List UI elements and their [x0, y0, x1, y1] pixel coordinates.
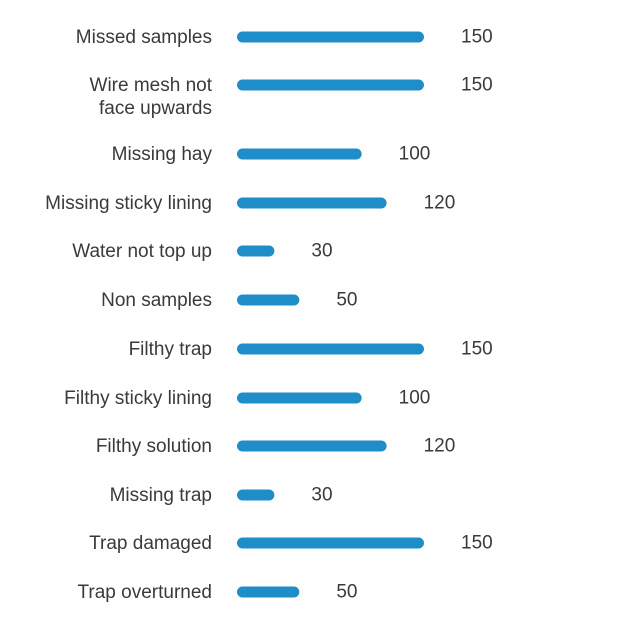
category-label-line: Missed samples: [76, 27, 212, 48]
value-label: 30: [311, 241, 332, 262]
bar: [237, 148, 362, 160]
value-label: 150: [461, 533, 493, 554]
category-label: Non samples: [101, 290, 212, 311]
value-label: 50: [336, 290, 357, 311]
bar: [237, 31, 424, 43]
category-label-line: Filthy sticky lining: [64, 388, 212, 409]
category-label-line: Non samples: [101, 290, 212, 311]
bar: [237, 245, 275, 257]
category-label-line: Trap damaged: [89, 533, 212, 554]
category-label: Missing trap: [110, 485, 212, 506]
value-label: 100: [399, 144, 431, 165]
category-label-line: Water not top up: [72, 241, 212, 262]
value-label: 120: [424, 436, 456, 457]
bar: [237, 537, 424, 549]
category-label: Missing hay: [112, 144, 213, 165]
bar: [237, 392, 362, 404]
category-label-line: Filthy solution: [96, 436, 212, 457]
category-label: Missing sticky lining: [45, 193, 212, 214]
category-label: Water not top up: [72, 241, 212, 262]
bar: [237, 343, 424, 355]
category-label-line: face upwards: [99, 98, 212, 119]
bar: [237, 440, 387, 452]
category-label: Filthy trap: [129, 339, 212, 360]
category-label-line: Filthy trap: [129, 339, 212, 360]
category-label: Filthy sticky lining: [64, 388, 212, 409]
bar: [237, 586, 300, 598]
bar: [237, 294, 300, 306]
category-label: Filthy solution: [96, 436, 212, 457]
value-label: 30: [311, 485, 332, 506]
category-label-line: Wire mesh not: [90, 75, 213, 96]
category-label-line: Missing trap: [110, 485, 212, 506]
value-label: 120: [424, 193, 456, 214]
bar: [237, 79, 424, 91]
category-label: Trap overturned: [78, 582, 212, 603]
category-label-line: Trap overturned: [78, 582, 212, 603]
category-label: Wire mesh not face upwards: [90, 75, 213, 119]
category-label-line: Missing hay: [112, 144, 213, 165]
value-label: 150: [461, 339, 493, 360]
category-label: Missed samples: [76, 27, 212, 48]
category-label-line: Missing sticky lining: [45, 193, 212, 214]
value-label: 100: [399, 388, 431, 409]
category-label: Trap damaged: [89, 533, 212, 554]
value-label: 150: [461, 75, 493, 96]
value-label: 50: [336, 582, 357, 603]
bar: [237, 489, 275, 501]
value-label: 150: [461, 27, 493, 48]
bar: [237, 197, 387, 209]
